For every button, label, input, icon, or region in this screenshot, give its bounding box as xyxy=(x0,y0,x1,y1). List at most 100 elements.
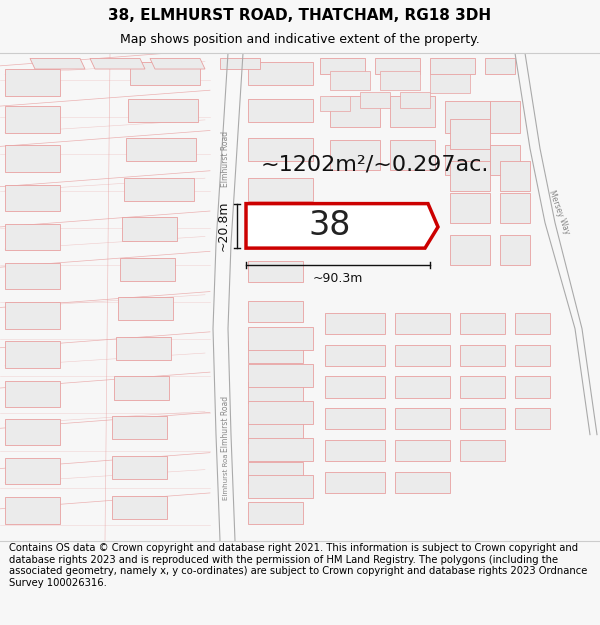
Bar xyxy=(248,364,313,387)
Bar xyxy=(120,258,175,281)
Bar xyxy=(390,140,435,170)
Bar xyxy=(248,341,303,362)
Bar xyxy=(450,119,490,149)
Text: Contains OS data © Crown copyright and database right 2021. This information is : Contains OS data © Crown copyright and d… xyxy=(9,543,587,588)
Bar xyxy=(400,92,430,108)
Bar xyxy=(248,138,313,161)
Bar xyxy=(395,344,450,366)
Bar xyxy=(114,376,169,399)
Bar xyxy=(500,236,530,265)
Bar xyxy=(5,224,60,250)
Text: Mersey Way: Mersey Way xyxy=(547,189,571,236)
Bar xyxy=(460,408,505,429)
Text: Elmhurst Roa: Elmhurst Roa xyxy=(223,454,229,500)
Bar xyxy=(325,472,385,493)
Bar xyxy=(330,96,380,128)
Bar xyxy=(124,178,194,201)
Bar xyxy=(248,462,303,483)
Bar xyxy=(248,401,313,424)
Bar xyxy=(460,440,505,461)
Polygon shape xyxy=(90,58,145,69)
Bar xyxy=(248,382,303,403)
Bar xyxy=(5,458,60,484)
Polygon shape xyxy=(485,58,515,74)
Bar xyxy=(500,161,530,191)
Bar xyxy=(460,312,505,334)
Bar xyxy=(320,96,350,111)
Polygon shape xyxy=(213,53,243,541)
Bar xyxy=(490,146,520,175)
Bar xyxy=(5,341,60,368)
Bar xyxy=(500,193,530,222)
Text: ~1202m²/~0.297ac.: ~1202m²/~0.297ac. xyxy=(261,154,489,174)
Bar xyxy=(5,302,60,329)
Bar xyxy=(248,475,313,498)
Bar xyxy=(112,496,167,519)
Bar xyxy=(395,440,450,461)
Bar xyxy=(515,408,550,429)
Polygon shape xyxy=(246,204,438,248)
Text: ~20.8m: ~20.8m xyxy=(217,201,229,251)
Bar xyxy=(248,422,303,443)
Bar xyxy=(248,326,313,350)
Bar xyxy=(5,381,60,407)
Polygon shape xyxy=(150,58,205,69)
Bar xyxy=(128,99,198,122)
Bar xyxy=(330,140,380,170)
Bar xyxy=(515,312,550,334)
Polygon shape xyxy=(220,58,260,69)
Text: ~90.3m: ~90.3m xyxy=(313,272,363,286)
Bar xyxy=(325,344,385,366)
Bar xyxy=(5,419,60,445)
Bar xyxy=(248,438,313,461)
Bar xyxy=(5,184,60,211)
Bar xyxy=(248,261,303,282)
Bar xyxy=(248,62,313,85)
Bar xyxy=(450,161,490,191)
Bar xyxy=(395,472,450,493)
Bar xyxy=(380,71,420,90)
Bar xyxy=(515,344,550,366)
Text: Elmhurst Road: Elmhurst Road xyxy=(221,131,230,187)
Bar xyxy=(5,69,60,96)
Polygon shape xyxy=(30,58,85,69)
Bar xyxy=(112,456,167,479)
Text: 38: 38 xyxy=(309,209,351,242)
Text: Elmhurst Road: Elmhurst Road xyxy=(221,396,230,452)
Bar xyxy=(248,178,313,201)
Bar xyxy=(325,408,385,429)
Bar xyxy=(460,344,505,366)
Bar xyxy=(515,376,550,398)
Bar xyxy=(490,101,520,132)
Bar xyxy=(450,193,490,222)
Bar xyxy=(122,217,177,241)
Bar xyxy=(395,408,450,429)
Bar xyxy=(445,146,490,175)
Bar xyxy=(390,96,435,128)
Bar xyxy=(130,62,200,85)
Bar xyxy=(5,106,60,132)
Bar xyxy=(430,74,470,93)
Polygon shape xyxy=(430,58,475,74)
Bar xyxy=(445,101,490,132)
Bar xyxy=(5,497,60,524)
Bar xyxy=(460,376,505,398)
Bar xyxy=(116,337,171,361)
Bar xyxy=(325,376,385,398)
Bar xyxy=(330,71,370,90)
Bar xyxy=(395,376,450,398)
Bar xyxy=(126,138,196,161)
Polygon shape xyxy=(320,58,365,74)
Bar xyxy=(248,503,303,524)
Bar xyxy=(248,99,313,122)
Bar xyxy=(248,219,313,242)
Bar xyxy=(325,312,385,334)
Bar xyxy=(325,440,385,461)
Bar xyxy=(248,301,303,322)
Text: 38, ELMHURST ROAD, THATCHAM, RG18 3DH: 38, ELMHURST ROAD, THATCHAM, RG18 3DH xyxy=(109,8,491,23)
Bar xyxy=(450,236,490,265)
Bar xyxy=(5,146,60,172)
Bar xyxy=(395,312,450,334)
Bar xyxy=(112,416,167,439)
Bar xyxy=(360,92,390,108)
